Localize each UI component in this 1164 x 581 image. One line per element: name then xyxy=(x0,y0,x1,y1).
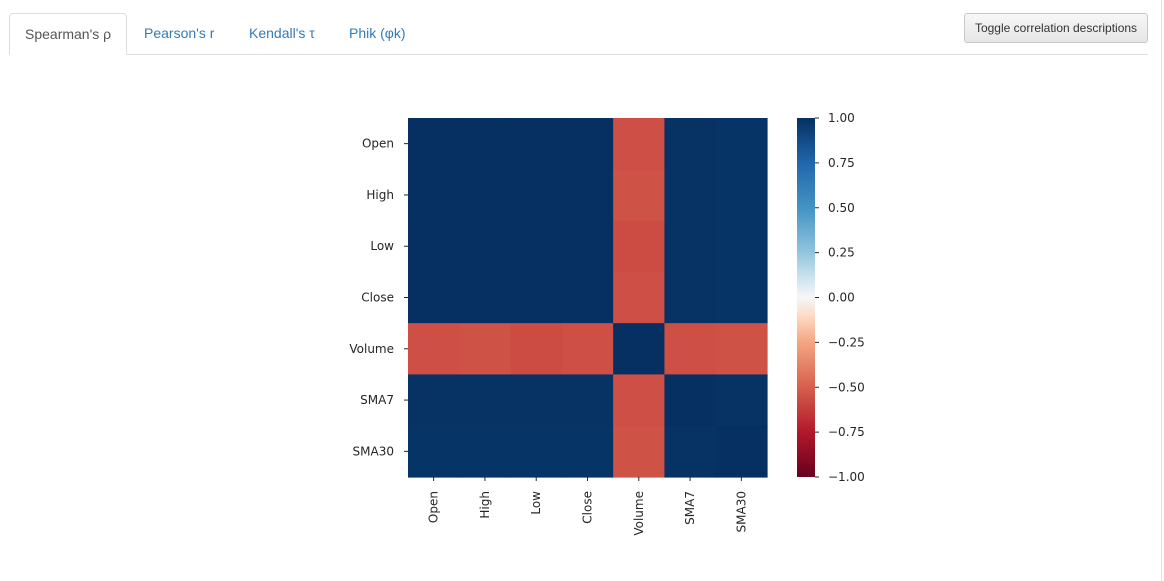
x-tick-label-sma7: SMA7 xyxy=(683,491,697,525)
heatmap-cell-sma30-sma30 xyxy=(715,425,768,478)
colorbar-tick-label: 0.00 xyxy=(828,291,855,305)
heatmap-cell-volume-sma7 xyxy=(664,323,717,376)
tab-pearson[interactable]: Pearson's r xyxy=(144,25,215,41)
heatmap-cell-low-volume xyxy=(613,220,666,273)
y-tick-label-sma7: SMA7 xyxy=(360,393,394,407)
heatmap-cell-sma30-open xyxy=(408,425,460,478)
heatmap-cell-high-sma7 xyxy=(664,169,717,222)
heatmap-cell-open-low xyxy=(510,118,563,170)
colorbar-tick-label: 0.25 xyxy=(828,246,855,260)
heatmap-cell-close-close xyxy=(561,271,614,324)
heatmap-cell-low-high xyxy=(459,220,512,273)
y-tick-label-high: High xyxy=(366,188,394,202)
y-tick-label-open: Open xyxy=(362,137,394,151)
y-tick-label-sma30: SMA30 xyxy=(353,444,394,458)
heatmap-cell-high-low xyxy=(510,169,563,222)
heatmap-cell-open-volume xyxy=(613,118,666,170)
x-tick-label-low: Low xyxy=(529,491,543,515)
x-tick-label-sma30: SMA30 xyxy=(734,491,748,532)
heatmap-cell-sma30-sma7 xyxy=(664,425,717,478)
tab-spearman[interactable]: Spearman's ρ xyxy=(9,13,127,55)
heatmap-cell-high-open xyxy=(408,169,460,222)
heatmap-cell-high-close xyxy=(561,169,614,222)
toggle-correlation-descriptions-button[interactable]: Toggle correlation descriptions xyxy=(964,13,1148,43)
heatmap-cell-close-sma30 xyxy=(715,271,768,324)
heatmap-cell-high-sma30 xyxy=(715,169,768,222)
heatmap-cell-open-open xyxy=(408,118,460,170)
correlation-tabs: Spearman's ρ Pearson's r Kendall's τ Phi… xyxy=(9,13,1148,55)
heatmap-cell-volume-volume xyxy=(613,323,666,376)
heatmap-cell-sma7-low xyxy=(510,374,563,427)
heatmap-cell-low-sma7 xyxy=(664,220,717,273)
heatmap-cell-sma7-sma7 xyxy=(664,374,717,427)
heatmap-cell-close-low xyxy=(510,271,563,324)
colorbar xyxy=(797,118,815,477)
heatmap-cell-low-low xyxy=(510,220,563,273)
colorbar-tick-label: −0.25 xyxy=(828,335,865,349)
heatmap-cell-open-close xyxy=(561,118,614,170)
colorbar-tick-label: 1.00 xyxy=(828,111,855,125)
heatmap-cell-sma30-high xyxy=(459,425,512,478)
y-tick-label-close: Close xyxy=(361,291,394,305)
heatmap-cell-high-volume xyxy=(613,169,666,222)
heatmap-cell-close-high xyxy=(459,271,512,324)
y-tick-label-volume: Volume xyxy=(349,342,394,356)
colorbar-tick-label: −0.50 xyxy=(828,380,865,394)
x-tick-label-high: High xyxy=(478,491,492,519)
heatmap-cell-high-high xyxy=(459,169,512,222)
colorbar-tick-label: −0.75 xyxy=(828,425,865,439)
heatmap-cell-volume-open xyxy=(408,323,460,376)
colorbar-tick-label: 0.50 xyxy=(828,201,855,215)
heatmap-cell-low-open xyxy=(408,220,460,273)
x-tick-label-close: Close xyxy=(581,491,595,524)
heatmap-cell-low-sma30 xyxy=(715,220,768,273)
tab-phik[interactable]: Phik (φk) xyxy=(349,25,406,41)
tab-kendall[interactable]: Kendall's τ xyxy=(249,25,315,41)
heatmap-cell-sma7-sma30 xyxy=(715,374,768,427)
heatmap-cell-low-close xyxy=(561,220,614,273)
heatmap-cell-close-sma7 xyxy=(664,271,717,324)
x-tick-label-open: Open xyxy=(427,491,441,523)
heatmap-cell-sma7-open xyxy=(408,374,460,427)
heatmap-cell-sma7-close xyxy=(561,374,614,427)
x-tick-label-volume: Volume xyxy=(632,491,646,536)
colorbar-tick-label: −1.00 xyxy=(828,470,865,484)
heatmap-cell-sma7-volume xyxy=(613,374,666,427)
heatmap-cell-open-sma30 xyxy=(715,118,768,170)
heatmap-cell-volume-high xyxy=(459,323,512,376)
heatmap-cell-sma7-high xyxy=(459,374,512,427)
colorbar-tick-label: 0.75 xyxy=(828,156,855,170)
heatmap-cell-volume-close xyxy=(561,323,614,376)
heatmap-cell-sma30-volume xyxy=(613,425,666,478)
heatmap-cell-close-volume xyxy=(613,271,666,324)
y-tick-label-low: Low xyxy=(370,239,394,253)
heatmap-cell-open-high xyxy=(459,118,512,170)
heatmap-cell-sma30-close xyxy=(561,425,614,478)
heatmap-cell-open-sma7 xyxy=(664,118,717,170)
heatmap-cell-volume-sma30 xyxy=(715,323,768,376)
heatmap-cell-volume-low xyxy=(510,323,563,376)
heatmap-cell-sma30-low xyxy=(510,425,563,478)
panel-border xyxy=(1161,0,1162,581)
heatmap-cell-close-open xyxy=(408,271,460,324)
